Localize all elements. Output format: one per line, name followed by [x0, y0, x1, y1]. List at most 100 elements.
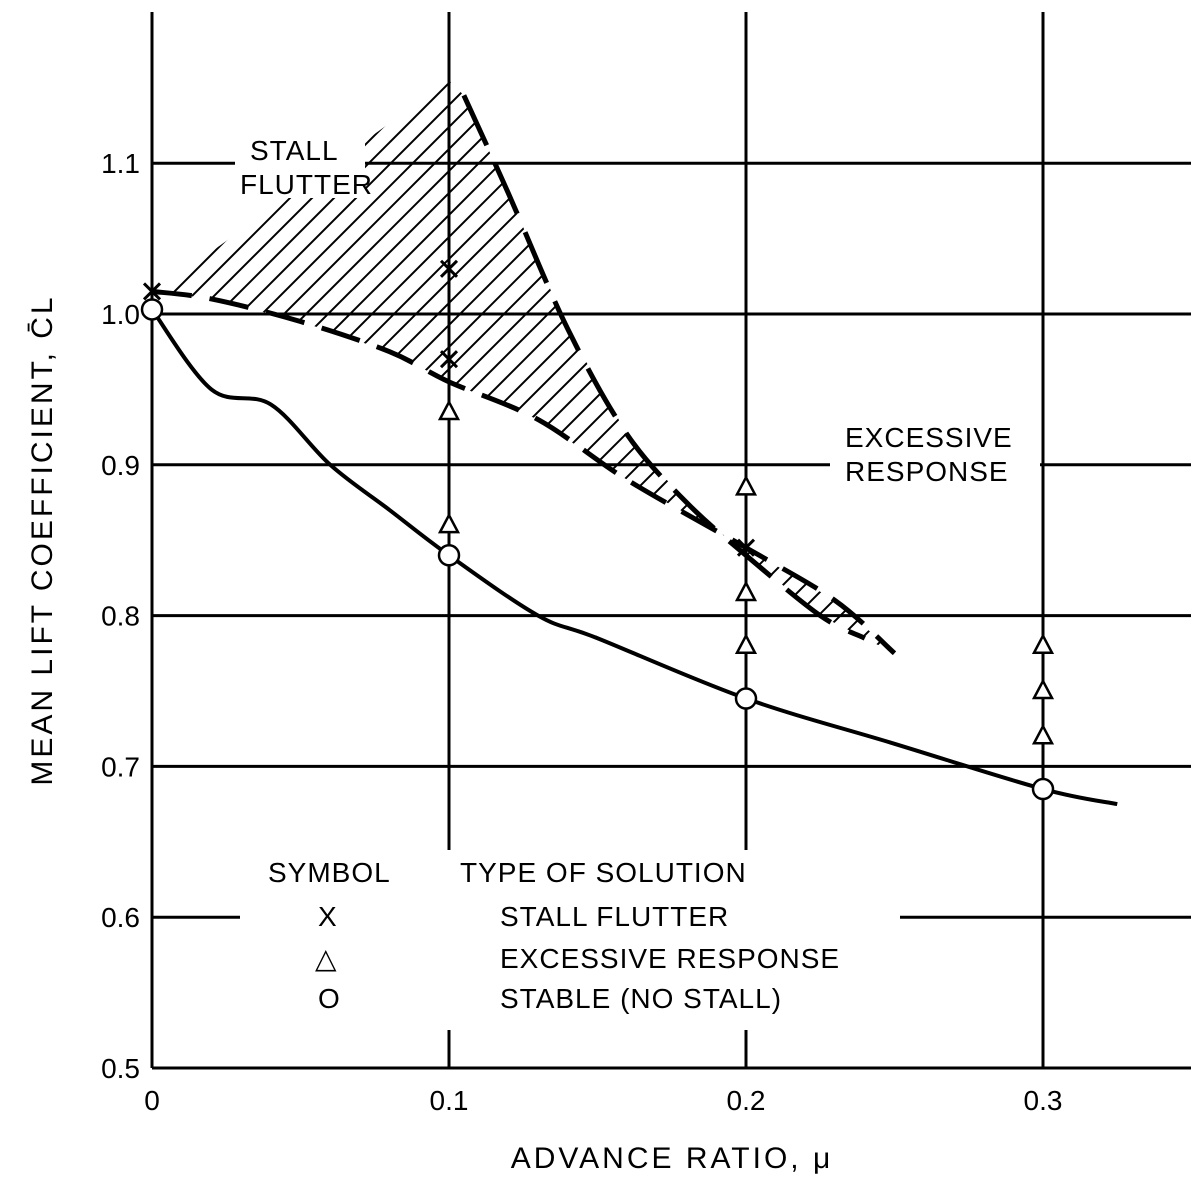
hatch-line — [391, 80, 895, 654]
legend-symbol-circle: O — [318, 983, 341, 1014]
stable-point — [1031, 777, 1055, 801]
hatch-line — [1118, 0, 1191, 800]
hatch-line — [721, 80, 895, 654]
excessive-response-point — [437, 399, 461, 421]
stable-point — [437, 544, 461, 567]
y-tick-label: 0.7 — [101, 751, 140, 782]
hatch-line — [281, 80, 895, 654]
flutter-boundary-dashed-curve — [461, 94, 866, 641]
hatch-line — [152, 80, 863, 654]
x-mark-stroke — [439, 259, 459, 278]
hatch-line — [347, 80, 895, 654]
stall-flutter-point — [142, 282, 162, 301]
hatch-line — [152, 80, 753, 654]
legend-label-stall-flutter: STALL FLUTTER — [500, 901, 729, 932]
stall-flutter-point — [439, 259, 459, 278]
stall-flutter-hatch-region — [152, 0, 1191, 800]
hatch-line — [152, 80, 687, 654]
hatch-line — [193, 80, 895, 654]
y-tick-label: 1.0 — [101, 299, 140, 330]
hatch-line — [237, 80, 895, 654]
y-tick-label: 0.9 — [101, 450, 140, 481]
hatch-line — [152, 80, 555, 654]
stall-flutter-label-bg — [235, 130, 365, 198]
hatch-line — [920, 0, 1191, 800]
hatch-line — [152, 80, 709, 654]
annotation-flutter: FLUTTER — [240, 169, 373, 200]
hatch-line — [1008, 0, 1191, 800]
hatch-line — [986, 0, 1191, 800]
excessive-response-point — [734, 474, 758, 496]
hatch-line — [152, 80, 895, 654]
hatch-line — [1030, 0, 1191, 800]
hatch-line — [457, 80, 895, 654]
hatch-line — [1074, 0, 1191, 800]
legend-symbol-triangle: △ — [315, 943, 338, 974]
hatch-line — [589, 80, 895, 654]
hatch-line — [259, 80, 895, 654]
hatch-line — [479, 80, 895, 654]
hatch-line — [699, 80, 895, 654]
hatch-line — [1162, 0, 1191, 800]
hatch-line — [152, 80, 895, 654]
hatch-line — [787, 80, 895, 654]
x-mark-stroke — [439, 350, 459, 369]
hatch-line — [152, 80, 599, 654]
excessive-response-point — [1031, 723, 1055, 745]
hatch-line — [743, 80, 895, 654]
legend-symbol-x: X — [318, 901, 338, 932]
annotation-excessive: EXCESSIVE — [845, 422, 1013, 453]
hatch-line — [523, 80, 895, 654]
x-tick-labels: 0 0.1 0.2 0.3 — [144, 1085, 1062, 1116]
stall-flutter-point — [439, 350, 459, 369]
excessive-response-label-bg — [830, 420, 1040, 488]
y-tick-label: 0.6 — [101, 902, 140, 933]
data-markers — [140, 259, 1055, 801]
legend: SYMBOL TYPE OF SOLUTION X STALL FLUTTER … — [268, 857, 839, 1014]
stable-point — [140, 298, 164, 321]
hatch-line — [1140, 0, 1191, 800]
annotation-response: RESPONSE — [845, 456, 1009, 487]
stall-onset-dashed-curve — [151, 288, 897, 656]
hatch-line — [875, 80, 895, 654]
x-mark-stroke — [142, 282, 162, 301]
hatch-line — [215, 80, 895, 654]
hatch-line — [567, 80, 895, 654]
hatch-line — [303, 80, 895, 654]
excessive-response-point — [734, 633, 758, 655]
hatch-line — [152, 80, 511, 654]
stall-flutter-point — [736, 538, 756, 557]
hatch-line — [413, 80, 895, 654]
hatch-line — [152, 80, 467, 654]
excessive-response-point — [1031, 633, 1055, 655]
hatch-line — [152, 80, 665, 654]
hatch-line — [152, 80, 533, 654]
hatch-line — [152, 80, 445, 654]
x-tick-label: 0.2 — [727, 1085, 766, 1116]
hatch-line — [831, 80, 895, 654]
y-tick-label: 1.1 — [101, 148, 140, 179]
excessive-response-point — [1031, 678, 1055, 700]
hatch-line — [765, 80, 895, 654]
hatch-line — [677, 80, 895, 654]
hatch-line — [655, 80, 895, 654]
hatch-line — [942, 0, 1191, 800]
x-tick-label: 0.3 — [1024, 1085, 1063, 1116]
curves — [150, 94, 1118, 807]
legend-header-type: TYPE OF SOLUTION — [460, 857, 747, 888]
hatch-lines — [152, 0, 1191, 800]
stable-point — [734, 687, 758, 710]
x-tick-label: 0.1 — [430, 1085, 469, 1116]
hatch-line — [325, 80, 895, 654]
hatch-line — [171, 80, 895, 654]
excessive-response-point — [437, 512, 461, 534]
x-mark-stroke — [736, 538, 756, 557]
stability-boundary-solid-curve — [150, 308, 1118, 807]
legend-label-stable: STABLE (NO STALL) — [500, 983, 782, 1014]
hatch-line — [545, 80, 895, 654]
y-tick-label: 0.5 — [101, 1053, 140, 1084]
y-tick-label: 0.8 — [101, 601, 140, 632]
hatch-line — [633, 80, 895, 654]
y-tick-labels: 0.5 0.6 0.7 0.8 0.9 1.0 1.1 — [101, 148, 140, 1084]
hatch-line — [152, 80, 841, 654]
